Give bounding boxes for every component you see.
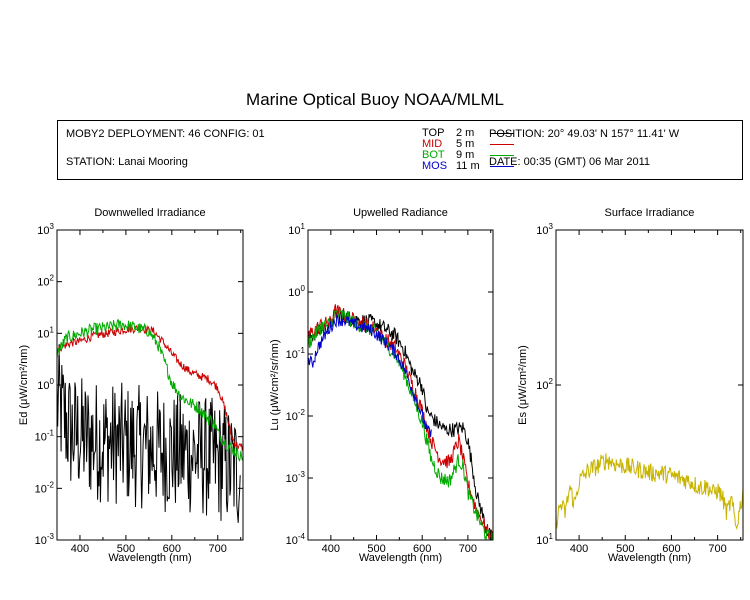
y-tick-label: 103 (536, 222, 553, 237)
station-text: STATION: Lanai Mooring (66, 156, 188, 168)
panel-title: Surface Irradiance (605, 207, 695, 219)
x-tick-label: 600 (413, 543, 431, 555)
series-line (556, 453, 743, 531)
x-tick-label: 400 (71, 543, 89, 555)
y-tick-label: 101 (288, 222, 305, 237)
series-line (57, 319, 243, 462)
legend-depth: 11 m (456, 160, 480, 172)
deployment-text: MOBY2 DEPLOYMENT: 46 CONFIG: 01 (66, 128, 265, 140)
x-tick-label: 600 (163, 543, 181, 555)
series-line (308, 313, 432, 437)
y-axis-label: Ed (μW/cm²/nm) (18, 345, 30, 425)
series-line (57, 344, 241, 523)
panel-title: Downwelled Irradiance (94, 207, 205, 219)
series-line (308, 309, 493, 540)
legend-item-mos: MOS 11 m (366, 160, 516, 172)
y-tick-label: 100 (37, 377, 54, 392)
legend-item-mid: MID 5 m (366, 138, 516, 150)
chart-panel: Upwelled Radiance 400 500 600 700 Wavelength … (269, 207, 494, 564)
chart-panel: Surface Irradiance 400 500 600 700 Wavelength… (517, 207, 744, 564)
x-tick-label: 700 (209, 543, 227, 555)
chart-panel: Downwelled Irradiance 400 500 600 700 Wavelen… (18, 207, 244, 564)
y-tick-label: 10-1 (35, 429, 55, 444)
legend-line-swatch (490, 155, 514, 156)
y-tick-label: 101 (37, 325, 54, 340)
legend-line-swatch (490, 133, 514, 134)
chart-title: Marine Optical Buoy NOAA/MLML (246, 90, 504, 109)
y-tick-label: 10-3 (286, 470, 306, 485)
x-tick-label: 700 (459, 543, 477, 555)
x-tick-label: 600 (662, 543, 680, 555)
x-tick-label: 500 (616, 543, 634, 555)
legend-depth: 9 m (456, 149, 475, 161)
series-line (308, 304, 493, 540)
date-text: DATE: 00:35 (GMT) 06 Mar 2011 (489, 156, 650, 168)
x-tick-label: 700 (708, 543, 726, 555)
y-tick-label: 100 (288, 284, 305, 299)
plot-frame (307, 229, 494, 541)
x-tick-label: 500 (117, 543, 135, 555)
legend-line-swatch (490, 144, 514, 145)
x-axis-label: Wavelength (nm) (608, 552, 691, 564)
legend-depth: 2 m (456, 127, 475, 139)
y-axis-label: Es (μW/cm²/nm) (517, 345, 529, 425)
x-axis-label: Wavelength (nm) (108, 552, 191, 564)
legend-label: MID (422, 138, 443, 150)
y-tick-label: 102 (536, 377, 553, 392)
panel-title: Upwelled Radiance (353, 207, 448, 219)
legend-item-top: TOP 2 m (366, 127, 516, 139)
y-tick-label: 10-2 (286, 408, 306, 423)
y-tick-label: 101 (536, 532, 553, 547)
x-tick-label: 400 (570, 543, 588, 555)
info-box: MOBY2 DEPLOYMENT: 46 CONFIG: 01 STATION:… (57, 120, 743, 180)
x-tick-label: 400 (322, 543, 340, 555)
y-axis-label: Lu (μW/cm²/sr/nm) (269, 339, 281, 430)
y-tick-label: 10-4 (286, 532, 306, 547)
legend-label: MOS (422, 160, 448, 172)
y-tick-label: 10-1 (286, 346, 306, 361)
legend-label: BOT (422, 149, 445, 161)
legend-line-swatch (490, 166, 514, 167)
position-text: POSITION: 20° 49.03' N 157° 11.41' W (489, 128, 680, 140)
y-tick-label: 10-3 (35, 532, 55, 547)
y-tick-label: 102 (37, 274, 54, 289)
x-tick-label: 500 (367, 543, 385, 555)
x-axis-label: Wavelength (nm) (359, 552, 442, 564)
legend-item-bot: BOT 9 m (366, 149, 516, 161)
y-tick-label: 10-2 (35, 480, 55, 495)
y-tick-label: 103 (37, 222, 54, 237)
legend-depth: 5 m (456, 138, 475, 150)
legend-label: TOP (422, 127, 445, 139)
